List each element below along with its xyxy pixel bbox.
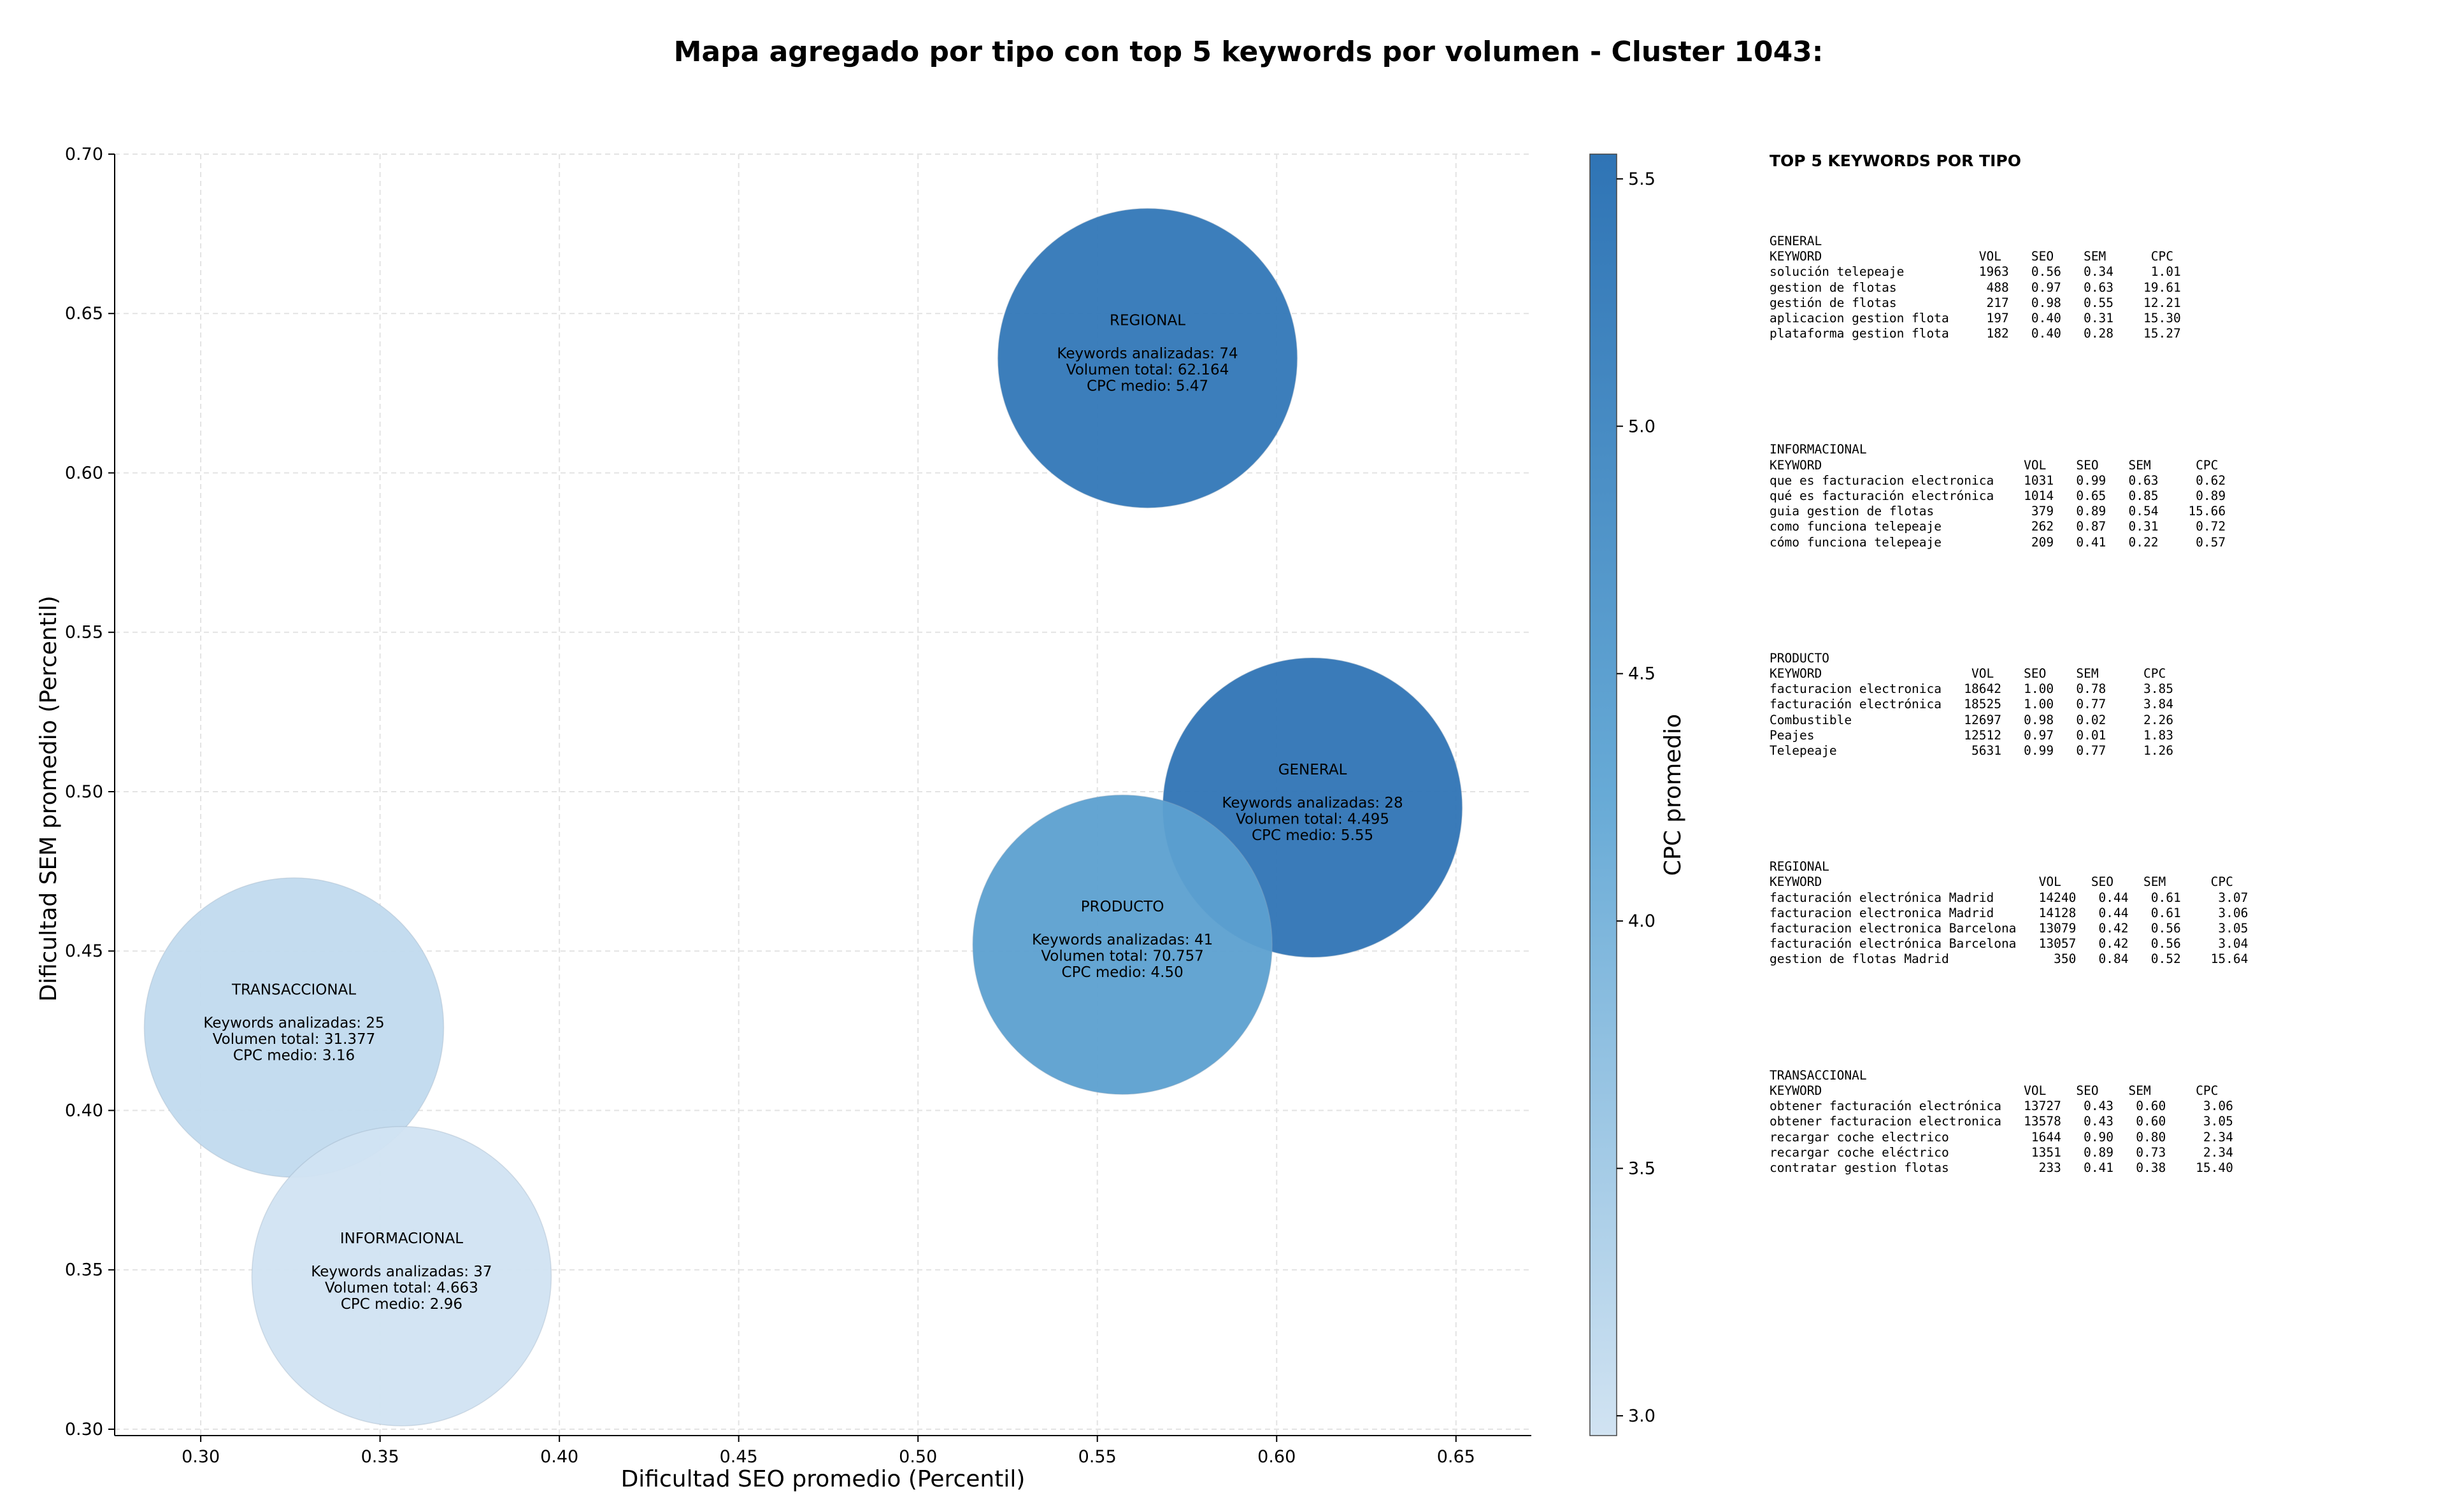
keyword-table-general: GENERAL KEYWORD VOL SEO SEM CPC solución…	[1770, 234, 2432, 341]
x-tick-label: 0.35	[361, 1447, 399, 1467]
chart-title: Mapa agregado por tipo con top 5 keyword…	[674, 36, 1824, 68]
y-tick-label: 0.50	[65, 782, 103, 802]
keyword-table-informacional: INFORMACIONAL KEYWORD VOL SEO SEM CPC qu…	[1770, 442, 2432, 550]
colorbar	[1589, 153, 1617, 1436]
bubble-detail: Volumen total: 70.757	[1041, 948, 1204, 965]
x-tick-label: 0.50	[899, 1447, 937, 1467]
bubble-detail: Keywords analizadas: 74	[1057, 345, 1238, 362]
bubble-regional	[997, 208, 1298, 509]
colorbar-tick-label: 5.5	[1628, 169, 1656, 189]
colorbar-tick-label: 3.0	[1628, 1406, 1656, 1426]
x-tick-label: 0.60	[1257, 1447, 1296, 1467]
y-tick-label: 0.60	[65, 463, 103, 483]
colorbar-label: CPC promedio	[1660, 714, 1686, 876]
x-tick-label: 0.65	[1437, 1447, 1475, 1467]
bubble-label: TRANSACCIONAL	[231, 981, 356, 998]
bubble-label: INFORMACIONAL	[340, 1230, 463, 1247]
colorbar-tick-label: 3.5	[1628, 1159, 1656, 1179]
y-tick-label: 0.55	[65, 623, 103, 643]
x-tick-label: 0.45	[720, 1447, 758, 1467]
top-keywords-panel: TOP 5 KEYWORDS POR TIPO GENERAL KEYWORD …	[1770, 152, 2432, 1276]
bubble-label: PRODUCTO	[1081, 899, 1164, 915]
bubble-detail: CPC medio: 5.47	[1087, 378, 1208, 394]
bubble-detail: Volumen total: 4.495	[1236, 811, 1389, 828]
bubble-detail: Volumen total: 4.663	[325, 1280, 478, 1296]
bubble-detail: Volumen total: 31.377	[213, 1031, 376, 1048]
colorbar-tick-label: 4.5	[1628, 664, 1656, 684]
bubble-detail: Keywords analizadas: 25	[203, 1015, 384, 1031]
x-tick-label: 0.55	[1078, 1447, 1117, 1467]
bubble-informacional	[251, 1126, 552, 1427]
bubble-label: GENERAL	[1278, 762, 1347, 778]
keyword-table-transaccional: TRANSACCIONAL KEYWORD VOL SEO SEM CPC ob…	[1770, 1068, 2432, 1176]
y-tick-label: 0.65	[65, 304, 103, 324]
colorbar-tick-label: 5.0	[1628, 417, 1656, 436]
y-tick-label: 0.40	[65, 1101, 103, 1120]
y-tick-label: 0.30	[65, 1420, 103, 1439]
bubble-label: REGIONAL	[1110, 312, 1185, 329]
bubble-detail: Keywords analizadas: 37	[311, 1264, 492, 1280]
bubble-producto	[972, 794, 1273, 1095]
y-tick-label: 0.70	[65, 145, 103, 164]
panel-title: TOP 5 KEYWORDS POR TIPO	[1770, 152, 2021, 170]
y-tick-label: 0.45	[65, 941, 103, 961]
keyword-table-producto: PRODUCTO KEYWORD VOL SEO SEM CPC factura…	[1770, 651, 2432, 759]
bubble-detail: CPC medio: 3.16	[233, 1047, 355, 1064]
x-tick-label: 0.40	[540, 1447, 578, 1467]
bubble-detail: Volumen total: 62.164	[1066, 362, 1229, 378]
y-axis-label: Dificultad SEM promedio (Percentil)	[36, 596, 62, 1002]
colorbar-tick-label: 4.0	[1628, 911, 1656, 931]
bubble-detail: CPC medio: 4.50	[1062, 964, 1184, 981]
keyword-table-text: REGIONAL KEYWORD VOL SEO SEM CPC factura…	[1770, 859, 2249, 967]
bubble-detail: CPC medio: 2.96	[341, 1296, 462, 1313]
y-tick-label: 0.35	[65, 1260, 103, 1280]
bubble-detail: CPC medio: 5.55	[1252, 827, 1373, 844]
x-tick-label: 0.30	[182, 1447, 220, 1467]
x-axis-label: Dificultad SEO promedio (Percentil)	[621, 1466, 1026, 1492]
bubble-detail: Keywords analizadas: 41	[1032, 932, 1213, 948]
keyword-table-text: GENERAL KEYWORD VOL SEO SEM CPC solución…	[1770, 234, 2181, 341]
keyword-table-text: TRANSACCIONAL KEYWORD VOL SEO SEM CPC ob…	[1770, 1067, 2233, 1175]
keyword-table-regional: REGIONAL KEYWORD VOL SEO SEM CPC factura…	[1770, 859, 2432, 967]
keyword-table-text: PRODUCTO KEYWORD VOL SEO SEM CPC factura…	[1770, 650, 2173, 759]
keyword-table-text: INFORMACIONAL KEYWORD VOL SEO SEM CPC qu…	[1770, 442, 2226, 550]
bubble-detail: Keywords analizadas: 28	[1222, 795, 1403, 811]
